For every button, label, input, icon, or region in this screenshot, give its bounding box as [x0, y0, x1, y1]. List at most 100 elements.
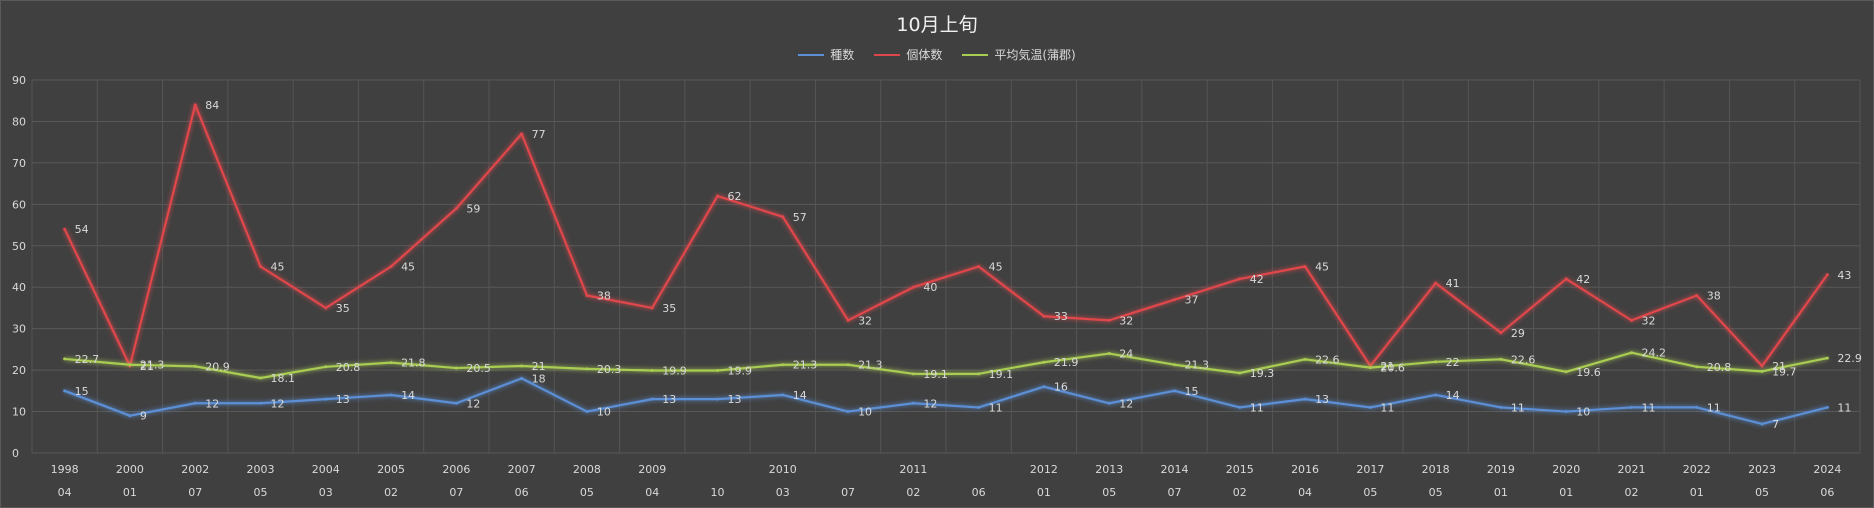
series-individuals-data-label: 42 [1250, 273, 1264, 286]
x-tick-label-sub: 01 [1037, 486, 1051, 499]
series-temperature-data-label: 20.5 [466, 362, 491, 375]
series-species-point [1107, 401, 1111, 405]
series-species-point [585, 410, 589, 414]
series-temperature-point [1107, 352, 1111, 356]
x-tick-label-year: 1998 [51, 463, 79, 476]
series-species-point [977, 405, 981, 409]
series-temperature-data-label: 21.8 [401, 357, 426, 370]
series-individuals-data-label: 21 [1380, 360, 1394, 373]
series-individuals-point [454, 206, 458, 210]
series-temperature-data-label: 21 [532, 360, 546, 373]
series-temperature-point [716, 369, 719, 373]
series-species-point [1564, 410, 1568, 414]
legend-item-temperature: 平均気温(蒲郡) [962, 46, 1076, 63]
series-individuals-point [259, 265, 262, 268]
series-individuals-data-label: 29 [1511, 327, 1525, 340]
x-tick-label-sub: 04 [1298, 486, 1312, 499]
series-species-point [259, 401, 262, 405]
x-tick-label-year: 2022 [1683, 463, 1711, 476]
y-tick-label: 50 [12, 240, 26, 253]
series-species-point [1630, 405, 1633, 409]
series-individuals-point [1042, 314, 1046, 318]
series-species-data-label: 14 [1446, 389, 1460, 402]
series-species-point [1303, 397, 1307, 401]
series-temperature-data-label: 19.9 [728, 365, 753, 378]
legend: 種数 個体数 平均気温(蒲郡) [0, 46, 1874, 63]
series-individuals-point [1825, 273, 1829, 277]
series-individuals-point [1107, 318, 1111, 322]
series-temperature-data-label: 21.9 [1054, 356, 1079, 369]
series-temperature-point [193, 364, 197, 368]
series-temperature-point [63, 357, 67, 361]
x-tick-label-year: 2016 [1291, 463, 1319, 476]
y-tick-label: 90 [12, 74, 26, 87]
chart-title: 10月上旬 [896, 14, 978, 36]
series-species-data-label: 11 [1837, 401, 1851, 414]
series-temperature-point [1825, 356, 1829, 360]
series-temperature-data-label: 19.9 [662, 365, 687, 378]
x-tick-label-sub: 06 [1820, 486, 1834, 499]
legend-swatch-temperature [962, 53, 989, 56]
series-temperature-point [977, 372, 981, 376]
series-temperature-data-label: 20.3 [597, 363, 622, 376]
series-species-data-label: 11 [1511, 401, 1525, 414]
x-tick-label-year: 2017 [1356, 463, 1384, 476]
legend-label-temperature: 平均気温(蒲郡) [994, 48, 1076, 62]
x-tick-label-sub: 03 [776, 486, 790, 499]
series-individuals-point [1760, 364, 1764, 368]
series-species-point [128, 414, 132, 418]
y-tick-label: 20 [12, 364, 26, 377]
x-tick-label-sub: 05 [580, 486, 594, 499]
series-temperature-point [1238, 371, 1242, 375]
series-individuals-data-label: 45 [401, 261, 415, 274]
series-species-data-label: 12 [271, 397, 285, 410]
x-tick-label-year: 2007 [508, 463, 536, 476]
x-tick-label-year: 2020 [1552, 463, 1580, 476]
series-species-point [324, 397, 328, 401]
series-individuals-data-label: 57 [793, 211, 807, 224]
series-individuals-point [324, 306, 328, 310]
series-temperature-data-label: 24.2 [1642, 347, 1667, 360]
series-temperature-point [1695, 365, 1699, 369]
series-temperature-data-label: 22.9 [1837, 352, 1862, 365]
x-tick-label-sub: 04 [58, 486, 72, 499]
series-species-data-label: 12 [205, 397, 219, 410]
x-tick-label-sub: 06 [972, 486, 986, 499]
series-species-data-label: 12 [923, 397, 937, 410]
x-tick-label-year: 2005 [377, 463, 405, 476]
legend-label-individuals: 個体数 [906, 48, 943, 62]
x-tick-label-sub: 04 [645, 486, 659, 499]
series-temperature-point [585, 367, 589, 371]
series-species-data-label: 11 [1380, 401, 1394, 414]
series-individuals-data-label: 40 [923, 281, 937, 294]
series-temperature-data-label: 20.8 [336, 361, 361, 374]
series-species-point [1042, 385, 1046, 389]
legend-swatch-individuals [874, 53, 901, 56]
x-tick-label-year: 2013 [1095, 463, 1123, 476]
series-individuals-data-label: 38 [597, 290, 611, 303]
series-species-data-label: 11 [1250, 401, 1264, 414]
series-individuals-point [389, 265, 393, 268]
series-individuals-point [520, 132, 524, 136]
series-species-data-label: 18 [532, 372, 546, 385]
x-tick-label-sub: 02 [384, 486, 398, 499]
series-species-point [650, 397, 654, 401]
x-tick-label-year: 2012 [1030, 463, 1058, 476]
series-individuals-data-label: 41 [1446, 277, 1460, 290]
series-individuals-data-label: 35 [336, 302, 350, 315]
series-temperature-point [520, 364, 524, 368]
legend-swatch-species [798, 53, 825, 56]
x-tick-label-sub: 05 [1755, 486, 1769, 499]
x-tick-label-year: 2023 [1748, 463, 1776, 476]
x-tick-label-sub: 07 [841, 486, 855, 499]
series-temperature-point [389, 361, 393, 365]
series-temperature-data-label: 22 [1446, 356, 1460, 369]
x-tick-label-year: 2000 [116, 463, 144, 476]
series-temperature-data-label: 21.3 [858, 359, 883, 372]
x-tick-label-sub: 05 [1429, 486, 1443, 499]
x-tick-label-sub: 07 [1168, 486, 1182, 499]
x-tick-label-year: 2024 [1813, 463, 1841, 476]
series-species-data-label: 7 [1772, 418, 1779, 431]
x-tick-label-year: 2004 [312, 463, 340, 476]
